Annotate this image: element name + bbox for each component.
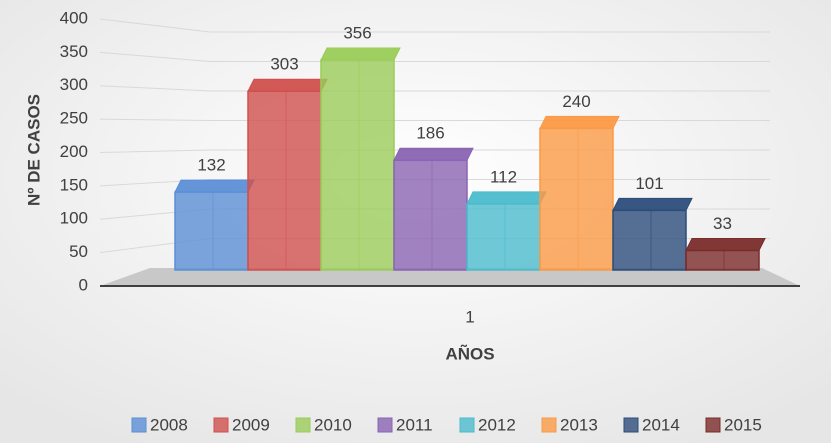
bar <box>685 238 766 271</box>
floor <box>100 268 800 286</box>
legend-label: 2009 <box>232 415 270 434</box>
bar <box>393 147 474 271</box>
y-tick-label: 0 <box>79 275 88 294</box>
bar-face <box>320 59 395 271</box>
legend-swatch <box>623 417 639 433</box>
x-tick-label: 1 <box>465 307 474 326</box>
legend-label: 2012 <box>478 415 516 434</box>
bar-face <box>393 147 474 161</box>
legend-label: 2014 <box>642 415 680 434</box>
bar <box>320 47 401 271</box>
data-label: 33 <box>713 214 732 233</box>
data-label: 356 <box>343 23 371 42</box>
legend-label: 2011 <box>396 415 433 434</box>
bar-face <box>685 249 760 271</box>
bar-face <box>174 191 249 271</box>
y-tick-label: 150 <box>60 175 88 194</box>
bar-face <box>393 159 468 271</box>
data-label: 101 <box>635 174 663 193</box>
legend-label: 2010 <box>314 415 352 434</box>
legend-label: 2013 <box>560 415 598 434</box>
bar-face <box>466 203 541 271</box>
bar <box>174 179 255 271</box>
legend-label: 2015 <box>724 415 762 434</box>
legend-swatch <box>705 417 721 433</box>
bar-face <box>612 209 687 271</box>
data-label: 112 <box>490 167 517 186</box>
data-label: 186 <box>416 124 444 143</box>
data-label: 132 <box>197 156 225 175</box>
legend-swatch <box>131 417 147 433</box>
y-axis-label: Nº DE CASOS <box>24 94 43 206</box>
legend-swatch <box>213 417 229 433</box>
bar-face <box>174 179 255 193</box>
bar-face <box>685 238 766 252</box>
bar-face <box>539 127 614 271</box>
legend-swatch <box>459 417 475 433</box>
x-axis-label: AÑOS <box>445 343 494 363</box>
bar-face <box>539 115 620 129</box>
data-label: 240 <box>562 92 590 111</box>
bar-face <box>320 47 401 61</box>
legend-swatch <box>541 417 557 433</box>
y-tick-label: 300 <box>60 75 88 94</box>
bar-face <box>466 191 547 205</box>
y-tick-label: 350 <box>60 42 88 61</box>
legend-swatch <box>377 417 393 433</box>
y-tick-label: 400 <box>60 8 88 27</box>
bar-face <box>247 78 328 92</box>
bar <box>466 191 547 271</box>
bar-face <box>612 197 693 211</box>
bar <box>247 78 328 271</box>
legend-label: 2008 <box>150 415 188 434</box>
grid-line <box>99 51 770 62</box>
bar <box>539 115 620 271</box>
bar-face <box>247 90 322 271</box>
y-tick-label: 250 <box>60 109 88 128</box>
y-tick-label: 200 <box>60 142 88 161</box>
bar <box>612 197 693 271</box>
y-tick-label: 100 <box>60 209 88 228</box>
legend-swatch <box>295 417 311 433</box>
grid-line <box>99 85 770 92</box>
y-tick-label: 50 <box>69 242 88 261</box>
grid-line <box>99 18 770 33</box>
data-label: 303 <box>270 55 298 74</box>
